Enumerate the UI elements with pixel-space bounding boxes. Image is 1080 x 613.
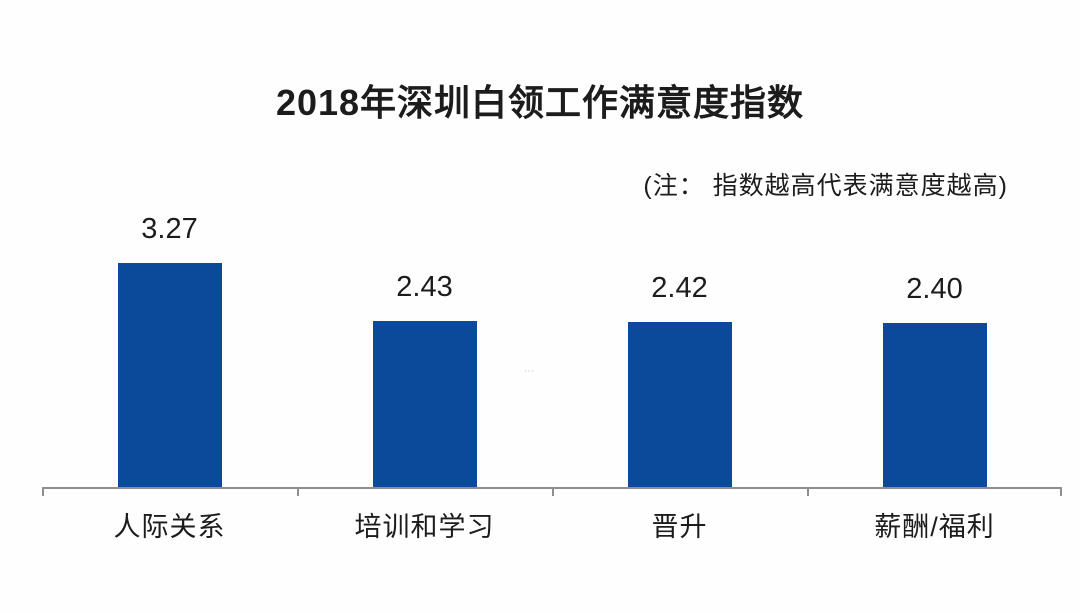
page-title: 2018年深圳白领工作满意度指数 (275, 82, 805, 123)
category-label: 培训和学习 (354, 512, 495, 542)
bar-column: 3.27 (42, 180, 297, 488)
watermark-artifact: ⋯ (524, 366, 535, 377)
axis-tick (42, 487, 44, 496)
category-label: 薪酬/福利 (874, 512, 995, 542)
axis-tick (552, 487, 554, 496)
x-axis-line (42, 487, 1062, 496)
chart-note: (注： 指数越高代表满意度越高) (643, 172, 1008, 200)
bar-jinsheng (627, 322, 732, 488)
category-axis: 人际关系 培训和学习 晋升 薪酬/福利 (42, 505, 1062, 544)
bar-value-label: 3.27 (141, 213, 198, 246)
bar-column: 2.43 (297, 180, 552, 488)
bar-value-label: 2.42 (651, 272, 708, 305)
category-label: 晋升 (651, 512, 708, 542)
axis-tick (807, 487, 809, 496)
bar-value-label: 2.40 (906, 273, 963, 306)
plot-area: 3.27 2.43 2.42 2.40 (42, 180, 1062, 488)
bar-xinchoufuli (882, 323, 987, 488)
axis-tick (1060, 487, 1062, 496)
bar-renjiguanxi (117, 263, 222, 488)
bar-value-label: 2.43 (396, 271, 453, 304)
bar-column: 2.40 (807, 180, 1062, 488)
bar-peixunhexuexi (372, 321, 477, 488)
category-label: 人际关系 (113, 512, 226, 542)
axis-tick (297, 487, 299, 496)
bar-column: 2.42 (552, 180, 807, 488)
